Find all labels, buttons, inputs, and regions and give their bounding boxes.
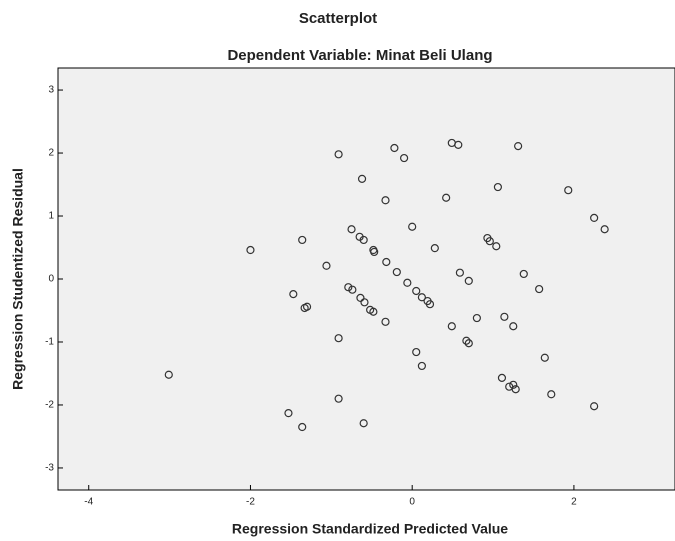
page: {"chart_data": {"type": "scatter", "titl…: [0, 0, 675, 541]
x-tick-label: 2: [571, 497, 577, 508]
y-tick-label: 3: [48, 85, 54, 96]
x-tick-label: -4: [84, 497, 93, 508]
x-axis-label: Regression Standardized Predicted Value: [232, 521, 508, 537]
y-tick-label: -2: [45, 400, 54, 411]
x-tick-label: -2: [246, 497, 255, 508]
plot-area: [58, 68, 675, 490]
y-tick-label: 1: [48, 211, 54, 222]
chart-subtitle: Dependent Variable: Minat Beli Ulang: [227, 47, 492, 64]
x-tick-label: 0: [409, 497, 415, 508]
y-axis-label: Regression Studentized Residual: [10, 168, 26, 390]
y-tick-label: 0: [48, 274, 54, 285]
chart: Scatterplot Dependent Variable: Minat Be…: [0, 0, 675, 541]
y-tick-label: -1: [45, 337, 54, 348]
y-tick-label: -3: [45, 463, 54, 474]
y-tick-label: 2: [48, 148, 54, 159]
chart-title: Scatterplot: [299, 10, 377, 27]
